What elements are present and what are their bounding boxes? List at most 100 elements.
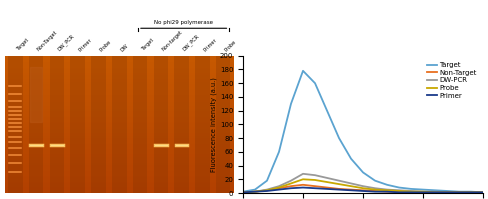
- Text: DW: DW: [119, 43, 129, 52]
- Probe: [372, 188, 378, 191]
- Primer: [360, 190, 366, 192]
- Target: [360, 171, 366, 174]
- Bar: [29, 56, 43, 193]
- Target: [252, 188, 258, 191]
- Non-Target: [444, 191, 450, 194]
- Bar: [133, 56, 147, 193]
- Primer: [444, 191, 450, 194]
- Text: Primer: Primer: [78, 37, 93, 52]
- Target: [444, 190, 450, 192]
- Target: [300, 70, 306, 72]
- Non-Target: [264, 189, 270, 191]
- Probe: [408, 190, 414, 193]
- Bar: [70, 56, 85, 193]
- Line: DW-PCR: DW-PCR: [243, 174, 483, 192]
- Bar: [112, 56, 126, 193]
- Bar: [195, 56, 210, 193]
- Target: [408, 188, 414, 190]
- DW-PCR: [396, 189, 402, 191]
- DW-PCR: [384, 188, 390, 191]
- Probe: [480, 191, 486, 194]
- DW-PCR: [468, 191, 474, 194]
- Primer: [312, 187, 318, 189]
- Non-Target: [456, 191, 462, 194]
- Text: Non-Target: Non-Target: [36, 30, 59, 52]
- Primer: [300, 186, 306, 189]
- Non-Target: [468, 191, 474, 194]
- Probe: [300, 178, 306, 180]
- DW-PCR: [264, 188, 270, 191]
- Line: Non-Target: Non-Target: [243, 185, 483, 192]
- Primer: [468, 191, 474, 194]
- Primer: [252, 190, 258, 193]
- DW-PCR: [312, 174, 318, 176]
- Probe: [336, 183, 342, 185]
- Target: [372, 179, 378, 182]
- Probe: [456, 191, 462, 194]
- DW-PCR: [288, 179, 294, 182]
- Primer: [420, 191, 426, 194]
- Probe: [276, 186, 282, 189]
- Text: No phi29 polymerase: No phi29 polymerase: [154, 20, 213, 25]
- Primer: [432, 191, 438, 194]
- Target: [384, 184, 390, 186]
- Line: Probe: Probe: [243, 179, 483, 192]
- Non-Target: [300, 184, 306, 186]
- DW-PCR: [348, 182, 354, 185]
- Bar: [216, 56, 230, 193]
- Probe: [240, 191, 246, 194]
- DW-PCR: [360, 185, 366, 187]
- Line: Target: Target: [243, 71, 483, 192]
- Primer: [480, 191, 486, 194]
- DW-PCR: [276, 185, 282, 187]
- Target: [396, 186, 402, 189]
- Probe: [432, 191, 438, 194]
- Primer: [336, 188, 342, 191]
- Text: Probe: Probe: [223, 39, 237, 52]
- Probe: [444, 191, 450, 194]
- Target: [456, 190, 462, 193]
- Probe: [288, 182, 294, 185]
- Y-axis label: Fluorescence intensity (a.u.): Fluorescence intensity (a.u.): [210, 77, 217, 172]
- DW-PCR: [372, 187, 378, 189]
- Text: Target: Target: [140, 38, 154, 52]
- Probe: [252, 190, 258, 193]
- Non-Target: [432, 191, 438, 194]
- DW-PCR: [240, 191, 246, 194]
- Non-Target: [396, 190, 402, 193]
- Primer: [288, 187, 294, 189]
- Probe: [360, 187, 366, 189]
- Bar: [50, 56, 64, 193]
- Target: [468, 190, 474, 193]
- DW-PCR: [336, 179, 342, 182]
- Primer: [372, 190, 378, 193]
- DW-PCR: [300, 173, 306, 175]
- Primer: [348, 189, 354, 191]
- Target: [420, 188, 426, 191]
- Target: [348, 158, 354, 160]
- Non-Target: [420, 191, 426, 194]
- Target: [276, 151, 282, 153]
- Text: Target: Target: [15, 38, 30, 52]
- Bar: [154, 56, 168, 193]
- Non-Target: [312, 185, 318, 187]
- Primer: [396, 191, 402, 194]
- Probe: [264, 189, 270, 191]
- DW-PCR: [420, 190, 426, 193]
- Non-Target: [372, 190, 378, 192]
- Text: Non-target: Non-target: [161, 30, 183, 52]
- Target: [324, 109, 330, 112]
- Primer: [240, 191, 246, 194]
- DW-PCR: [456, 191, 462, 194]
- Probe: [312, 179, 318, 181]
- Non-Target: [336, 188, 342, 190]
- Primer: [276, 188, 282, 191]
- Probe: [396, 190, 402, 192]
- Text: DW_PCR: DW_PCR: [57, 33, 76, 52]
- Non-Target: [408, 190, 414, 193]
- DW-PCR: [252, 190, 258, 193]
- Target: [240, 190, 246, 193]
- Non-Target: [276, 187, 282, 189]
- Primer: [264, 190, 270, 192]
- Primer: [408, 191, 414, 194]
